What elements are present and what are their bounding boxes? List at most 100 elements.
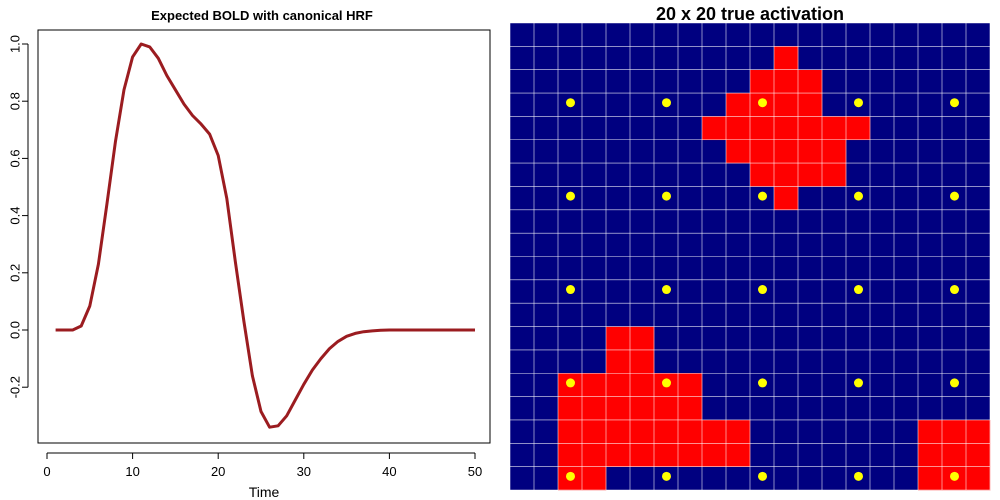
active-cell <box>726 93 751 117</box>
sample-point <box>758 191 767 201</box>
sample-point <box>662 98 671 108</box>
active-cell <box>822 116 847 141</box>
y-tick-label: -0.2 <box>7 376 22 398</box>
active-cell <box>606 349 631 374</box>
sample-point <box>950 471 959 481</box>
sample-point <box>950 191 959 201</box>
active-cell <box>726 419 751 444</box>
line-chart-title: Expected BOLD with canonical HRF <box>151 8 373 23</box>
y-tick-label: 0.2 <box>7 264 22 282</box>
sample-point <box>758 98 767 108</box>
active-cell <box>726 139 751 164</box>
active-cell <box>606 373 631 397</box>
x-tick-label: 50 <box>468 464 482 479</box>
x-tick-label: 40 <box>382 464 396 479</box>
active-cell <box>582 396 607 421</box>
sample-point <box>854 378 863 388</box>
active-cell <box>558 396 583 421</box>
active-cell <box>582 419 607 444</box>
x-axis: 0 10 20 30 40 50 <box>43 452 482 479</box>
active-cell <box>630 349 655 374</box>
active-cell <box>630 373 655 397</box>
active-cell <box>774 139 799 164</box>
sample-point <box>854 285 863 295</box>
active-cell <box>798 93 823 117</box>
sample-point <box>662 285 671 295</box>
active-cell <box>798 69 823 94</box>
active-cell <box>942 443 967 467</box>
active-cell <box>654 419 679 444</box>
active-cell <box>774 69 799 94</box>
active-cell <box>606 396 631 421</box>
sample-point <box>854 191 863 201</box>
sample-point <box>566 471 575 481</box>
heatmap-gridlines <box>509 22 991 491</box>
y-tick-label: 0.4 <box>7 207 22 225</box>
active-cell <box>702 419 727 444</box>
y-tick-label: 0.0 <box>7 321 22 339</box>
active-cell <box>654 396 679 421</box>
activation-map-title: 20 x 20 true activation <box>656 4 844 24</box>
active-cell <box>966 443 991 467</box>
active-cell <box>774 46 799 70</box>
active-cell <box>846 116 871 141</box>
sample-point <box>950 378 959 388</box>
y-tick-label: 1.0 <box>7 35 22 53</box>
active-cell <box>774 116 799 141</box>
sample-point <box>758 285 767 295</box>
sample-point <box>566 191 575 201</box>
active-cell <box>918 419 943 444</box>
x-axis-label: Time <box>249 484 280 500</box>
sample-point <box>662 378 671 388</box>
active-cell <box>678 396 703 421</box>
sample-point <box>758 471 767 481</box>
active-cell <box>966 466 991 491</box>
active-cell <box>798 139 823 164</box>
plot-area-frame <box>37 29 491 444</box>
sample-point <box>950 98 959 108</box>
active-cell <box>942 419 967 444</box>
y-axis: -0.2 0.0 0.2 0.4 0.6 0.8 1.0 <box>7 35 29 398</box>
sample-point <box>662 471 671 481</box>
active-cell <box>726 443 751 467</box>
active-cell <box>558 443 583 467</box>
active-cell <box>798 116 823 141</box>
sample-points <box>566 98 959 481</box>
active-cell <box>750 139 775 164</box>
active-cell <box>966 419 991 444</box>
active-cell <box>774 93 799 117</box>
sample-point <box>662 191 671 201</box>
active-cell <box>918 466 943 491</box>
active-cell <box>822 139 847 164</box>
sample-point <box>758 378 767 388</box>
active-cell <box>702 116 727 141</box>
active-cell <box>678 373 703 397</box>
line-chart-panel: Expected BOLD with canonical HRF -0.2 0.0… <box>7 8 491 500</box>
active-cell <box>606 443 631 467</box>
active-cell <box>774 186 799 211</box>
active-cell <box>582 466 607 491</box>
x-tick-label: 0 <box>43 464 50 479</box>
series-layer <box>55 42 475 429</box>
active-cell <box>606 326 631 351</box>
sample-point <box>950 285 959 295</box>
active-cell <box>678 443 703 467</box>
active-cell <box>798 163 823 187</box>
sample-point <box>566 378 575 388</box>
active-cell <box>630 326 655 351</box>
sample-point <box>566 98 575 108</box>
active-cell <box>558 419 583 444</box>
x-tick-label: 20 <box>211 464 225 479</box>
y-tick-label: 0.6 <box>7 149 22 167</box>
active-cell <box>582 373 607 397</box>
bold-response-line <box>55 42 475 429</box>
active-cell <box>630 396 655 421</box>
active-cell <box>774 163 799 187</box>
active-cell <box>606 419 631 444</box>
active-cell <box>750 116 775 141</box>
active-cell <box>822 163 847 187</box>
active-cell <box>750 163 775 187</box>
activation-map-panel: 20 x 20 true activation <box>509 4 991 491</box>
active-cell <box>702 443 727 467</box>
